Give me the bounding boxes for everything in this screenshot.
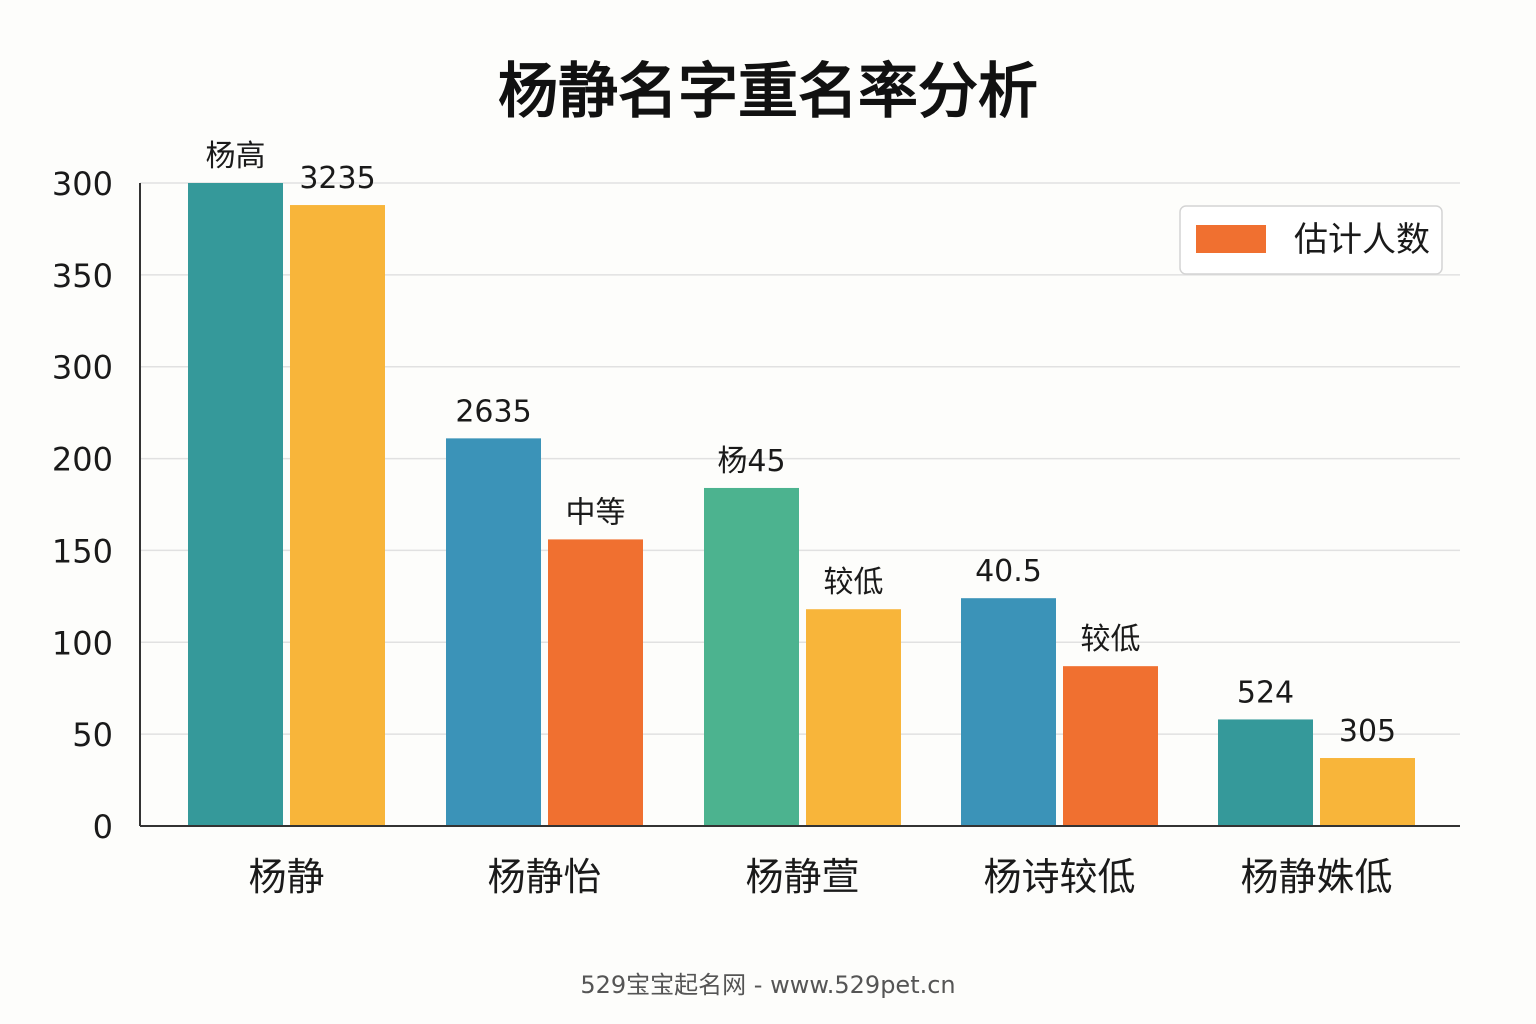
y-tick-label: 0 [93, 808, 113, 846]
bar [446, 438, 541, 826]
data-labels: 杨高 3235 2635 中等 杨45 较低 40.5 较低 524 305 [206, 139, 1397, 749]
bar [1063, 666, 1158, 826]
y-axis-ticks: 0 50 100 150 200 300 350 300 [52, 165, 113, 846]
x-axis-categories: 杨静 杨静怡 杨静萱 杨诗较低 杨静姝低 [248, 855, 1392, 899]
y-tick-label: 50 [72, 716, 113, 754]
chart-title: 杨静名字重名率分析 [498, 57, 1038, 127]
legend: 估计人数 [1179, 205, 1443, 275]
data-label: 2635 [455, 394, 531, 429]
data-label: 较低 [824, 565, 884, 600]
data-label: 3235 [299, 161, 375, 196]
bar [290, 205, 385, 826]
data-label: 杨高 [206, 139, 266, 174]
data-label: 较低 [1081, 622, 1141, 657]
data-label: 40.5 [975, 554, 1042, 589]
data-label: 杨45 [717, 444, 785, 479]
bar [704, 487, 799, 826]
data-label: 524 [1237, 675, 1294, 710]
data-label: 中等 [566, 495, 626, 530]
footer-watermark: 529宝宝起名网 - www.529pet.cn [580, 971, 955, 999]
x-category-label: 杨诗较低 [983, 855, 1135, 899]
bar [188, 183, 283, 826]
x-category-label: 杨静姝低 [1240, 855, 1392, 899]
bar [1320, 758, 1415, 826]
bars [188, 183, 1415, 826]
x-category-label: 杨静萱 [745, 855, 859, 899]
y-tick-label: 200 [52, 441, 113, 479]
bar [961, 598, 1056, 826]
data-label: 305 [1339, 714, 1396, 749]
bar [1218, 719, 1313, 826]
y-tick-label: 300 [52, 349, 113, 387]
legend-box [1179, 205, 1443, 275]
y-tick-label: 100 [52, 624, 113, 662]
legend-swatch [1196, 225, 1266, 253]
bar [548, 539, 643, 826]
x-category-label: 杨静 [248, 855, 324, 899]
y-tick-label: 350 [52, 257, 113, 295]
bar [806, 609, 901, 826]
x-category-label: 杨静怡 [487, 855, 601, 899]
y-tick-label: 300 [52, 165, 113, 203]
y-tick-label: 150 [52, 532, 113, 570]
legend-label: 估计人数 [1294, 220, 1430, 260]
